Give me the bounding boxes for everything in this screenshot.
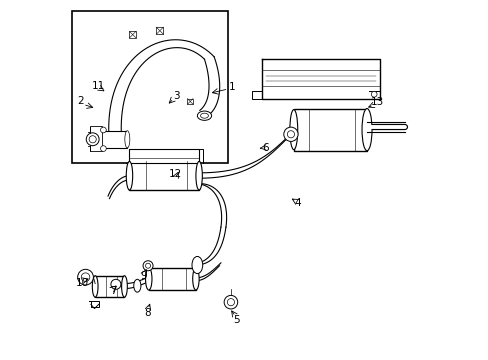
Bar [129,161,199,190]
Text: 13: 13 [370,97,383,107]
Text: 8: 8 [144,308,150,318]
Text: 5: 5 [233,315,240,325]
Circle shape [78,269,93,285]
Text: 4: 4 [294,198,301,208]
Text: 12: 12 [169,168,182,179]
Ellipse shape [289,110,297,150]
Text: 2: 2 [78,96,84,107]
Circle shape [111,279,121,289]
Circle shape [145,263,150,268]
Circle shape [283,127,298,141]
Circle shape [287,131,294,138]
Ellipse shape [122,276,127,297]
Circle shape [89,136,96,143]
Bar [90,126,102,152]
Bar [293,109,366,151]
Bar [99,131,127,148]
Circle shape [227,298,234,306]
Ellipse shape [134,279,141,292]
Bar [148,268,196,290]
Ellipse shape [96,131,101,148]
Ellipse shape [200,113,208,118]
Bar [129,149,199,163]
Circle shape [143,261,153,271]
Ellipse shape [126,161,132,190]
Bar [156,27,163,34]
Text: 6: 6 [262,143,268,153]
Text: 7: 7 [109,287,116,296]
Text: 10: 10 [75,278,88,288]
Ellipse shape [197,111,211,120]
Ellipse shape [92,276,98,297]
Circle shape [101,146,106,152]
Ellipse shape [145,268,152,290]
Ellipse shape [361,109,371,151]
Circle shape [81,273,90,282]
Bar [129,31,136,38]
Circle shape [370,91,376,97]
Text: 9: 9 [140,271,147,281]
Ellipse shape [192,256,203,274]
Text: 11: 11 [92,81,105,91]
Ellipse shape [192,268,199,290]
Ellipse shape [124,131,130,148]
Ellipse shape [196,161,202,190]
Bar [187,99,193,104]
Circle shape [86,133,99,146]
Bar [72,11,227,163]
Circle shape [101,127,106,133]
Circle shape [224,296,237,309]
Text: 3: 3 [173,91,180,101]
Bar [95,276,124,297]
Text: 1: 1 [228,82,235,92]
